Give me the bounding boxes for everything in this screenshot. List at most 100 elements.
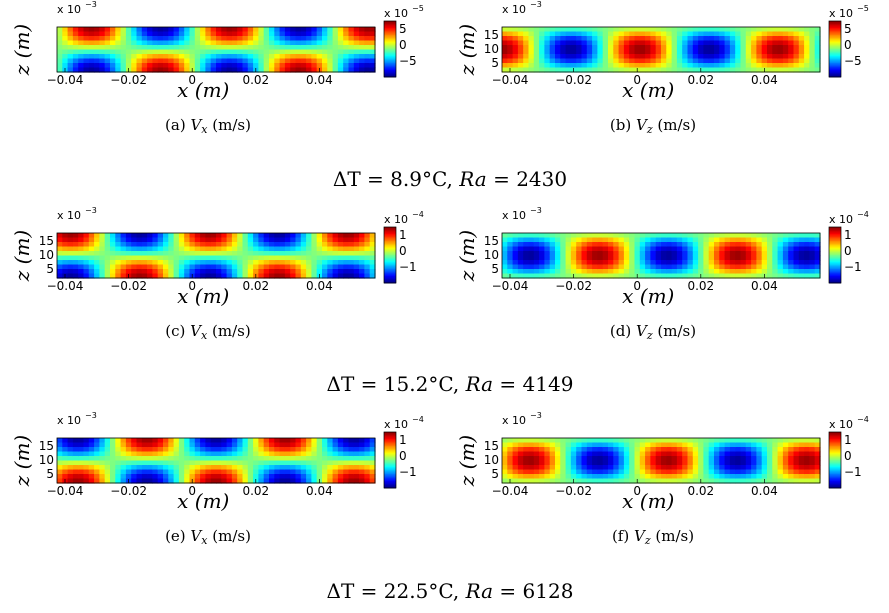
heatmap-cell — [205, 456, 212, 462]
axis-exponent: x 10 — [502, 414, 526, 427]
heatmap-cell — [788, 242, 795, 248]
heatmap-cell — [253, 58, 259, 64]
heatmap-cell — [104, 442, 111, 448]
colorbar-cell — [829, 47, 841, 50]
heatmap-cell — [533, 255, 540, 261]
heatmap-cell — [332, 438, 339, 444]
heatmap-cell — [136, 67, 143, 73]
heatmap-cell — [300, 438, 307, 444]
heatmap-cell — [602, 45, 609, 51]
heatmap-cell — [639, 442, 646, 448]
heatmap-cell — [650, 438, 657, 444]
heatmap-cell — [782, 36, 789, 42]
heatmap-cell — [798, 63, 805, 69]
heatmap-cell — [565, 465, 572, 471]
colorbar-cell — [384, 49, 396, 51]
heatmap-cell — [258, 478, 265, 484]
heatmap-cell — [136, 54, 143, 60]
heatmap-cell — [719, 246, 726, 252]
plot-frame — [56, 437, 376, 484]
heatmap-cell — [163, 237, 169, 243]
heatmap-cell — [263, 27, 270, 33]
heatmap-cell — [163, 451, 169, 457]
heatmap-cell — [703, 469, 710, 475]
heatmap-cell — [231, 67, 238, 73]
heatmap-cell — [247, 456, 254, 462]
y-tick-label: 10 — [484, 453, 499, 467]
heatmap-cell — [99, 233, 106, 239]
colorbar-exponent: x 10 — [384, 7, 408, 20]
heatmap-cell — [141, 67, 148, 73]
heatmap-cell — [782, 456, 789, 462]
heatmap-cell — [210, 478, 217, 484]
heatmap-cell — [231, 58, 238, 64]
heatmap-cell — [353, 251, 360, 257]
heatmap-cell — [512, 246, 519, 252]
heatmap-cell — [570, 233, 577, 239]
heatmap-cell — [586, 45, 593, 51]
x-axis-label: x (m) — [622, 489, 674, 513]
heatmap-cell — [639, 469, 646, 475]
heatmap-cell — [576, 474, 583, 480]
heatmap-cell — [602, 54, 609, 60]
heatmap-cell — [306, 58, 312, 64]
heatmap-cell — [592, 264, 598, 270]
heatmap-cell — [735, 269, 742, 275]
heatmap-cell — [809, 246, 816, 252]
heatmap-cell — [618, 451, 625, 457]
heatmap-cell — [745, 27, 752, 33]
heatmap-cell — [348, 255, 355, 261]
heatmap-cell — [327, 478, 334, 484]
heatmap-cell — [226, 40, 233, 46]
heatmap-cell — [570, 36, 577, 42]
heatmap-cell — [676, 456, 683, 462]
heatmap-cell — [364, 40, 371, 46]
heatmap-cell — [592, 260, 598, 266]
heatmap-cell — [83, 451, 90, 457]
heatmap-cell — [512, 40, 519, 46]
heatmap-cell — [565, 456, 572, 462]
heatmap-cell — [740, 246, 747, 252]
colorbar-cell — [829, 42, 841, 44]
heatmap-cell — [586, 273, 593, 279]
heatmap-cell — [698, 246, 704, 252]
heatmap-cell — [555, 63, 561, 69]
heatmap-cell — [544, 456, 551, 462]
heatmap-cell — [189, 49, 196, 55]
heatmap-cell — [337, 469, 344, 475]
heatmap-cell — [242, 469, 249, 475]
heatmap-cell — [295, 474, 302, 480]
heatmap-cell — [650, 255, 657, 261]
heatmap-cell — [724, 474, 731, 480]
heatmap-cell — [592, 442, 598, 448]
heatmap-cell — [62, 456, 69, 462]
heatmap-cell — [125, 49, 132, 55]
heatmap-cell — [221, 242, 228, 248]
heatmap-cell — [782, 451, 789, 457]
heatmap-cell — [274, 460, 281, 466]
heatmap-cell — [274, 63, 281, 69]
heatmap-cell — [788, 36, 795, 42]
heatmap-cell — [115, 469, 122, 475]
heatmap-cell — [348, 45, 355, 51]
heatmap-cell — [745, 469, 752, 475]
heatmap-cell — [772, 36, 779, 42]
y-axis-label: z (m) — [455, 24, 479, 76]
heatmap-cell — [189, 54, 196, 60]
heatmap-cell — [745, 456, 752, 462]
heatmap-cell — [104, 269, 111, 275]
heatmap-cell — [284, 264, 291, 270]
heatmap-cell — [777, 54, 784, 60]
heatmap-cell — [729, 451, 736, 457]
heatmap-cell — [216, 264, 222, 270]
heatmap-cell — [337, 251, 344, 257]
heatmap-cell — [698, 460, 704, 466]
heatmap-cell — [210, 63, 217, 69]
heatmap-cell — [767, 67, 773, 73]
heatmap-cell — [804, 237, 810, 243]
heatmap-cell — [72, 45, 79, 51]
heatmap-cell — [247, 469, 254, 475]
heatmap-cell — [284, 246, 291, 252]
colorbar-cell — [829, 448, 841, 451]
x-tick-label: −0.02 — [555, 279, 592, 293]
